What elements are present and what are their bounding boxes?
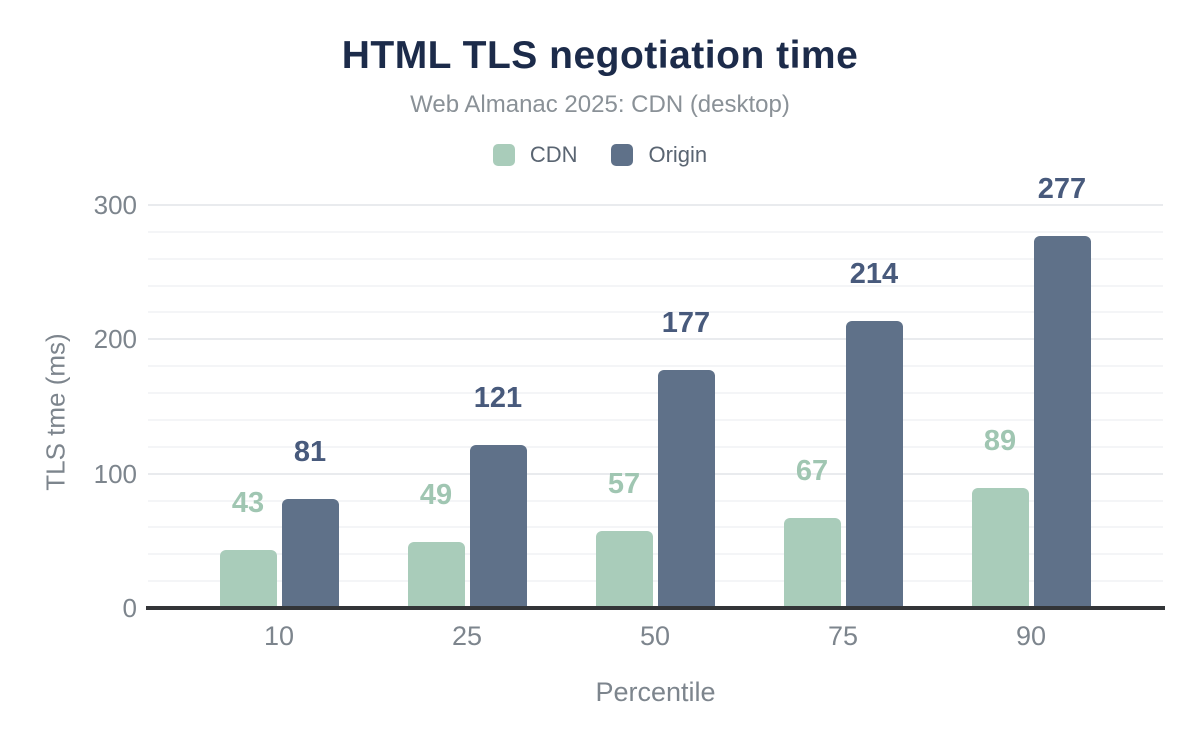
bar-value-cdn-p90: 89 (983, 425, 1017, 458)
bar-value-cdn-p75: 67 (795, 455, 829, 487)
bar-value-origin-p25: 121 (473, 382, 523, 415)
bar-origin-p50 (657, 370, 715, 608)
x-axis-line (146, 606, 1165, 610)
bar-cdn-p75 (783, 518, 841, 608)
gridline-20 (148, 580, 1163, 583)
bar-value-origin-p90: 277 (1037, 172, 1087, 205)
bar-origin-p10 (281, 499, 339, 608)
gridline-300 (148, 204, 1163, 206)
gridline-60 (148, 526, 1163, 529)
gridline-240 (148, 284, 1163, 287)
gridline-160 (148, 392, 1163, 395)
gridline-260 (148, 257, 1163, 260)
y-tick-label-0: 0 (122, 593, 137, 623)
chart-title: HTML TLS negotiation time (341, 34, 859, 77)
x-tick-label-90: 90 (1015, 621, 1047, 651)
gridline-120 (148, 445, 1163, 448)
plot-area: 0 100 200 300 43 81 10 49 121 25 57 177 50 67 214 75 89 2… (94, 160, 1165, 651)
gridline-80 (148, 499, 1163, 502)
legend-swatch-cdn (492, 144, 515, 166)
x-tick-label-25: 25 (451, 621, 483, 651)
gridline-40 (148, 553, 1163, 556)
legend-label-origin: Origin (648, 142, 708, 167)
chart-subtitle: Web Almanac 2025: CDN (desktop) (410, 91, 790, 118)
legend-item-origin: Origin (611, 142, 707, 168)
x-tick-label-10: 10 (263, 621, 295, 651)
x-tick-label-50: 50 (639, 621, 671, 651)
bar-value-origin-p75: 214 (849, 257, 899, 290)
y-tick-label-200: 200 (93, 324, 137, 355)
legend-swatch-origin (611, 144, 634, 166)
bar-cdn-p50 (595, 531, 653, 608)
y-tick-label-100: 100 (93, 458, 137, 489)
bar-cdn-p90 (971, 488, 1029, 608)
gridline-140 (148, 418, 1163, 421)
y-tick-label-300: 300 (93, 190, 137, 220)
bar-value-origin-p10: 81 (293, 436, 327, 469)
bar-origin-p90 (1033, 235, 1091, 608)
gridline-280 (148, 230, 1163, 233)
gridline-220 (148, 311, 1163, 314)
legend-label-cdn: CDN (529, 142, 578, 167)
gridline-200 (148, 338, 1163, 341)
bar-value-cdn-p50: 57 (607, 468, 641, 501)
gridline-180 (148, 365, 1163, 368)
bar-value-cdn-p10: 43 (231, 487, 265, 520)
bar-value-origin-p50: 177 (661, 307, 711, 340)
gridline-100 (148, 472, 1163, 475)
bar-origin-p25 (469, 445, 527, 608)
legend: CDN Origin (0, 142, 1200, 168)
x-tick-label-75: 75 (827, 621, 859, 651)
bar-value-cdn-p25: 49 (419, 479, 453, 512)
bar-origin-p75 (845, 320, 903, 608)
bar-cdn-p25 (407, 542, 465, 608)
legend-item-cdn: CDN (492, 142, 578, 168)
x-axis-title: Percentile (595, 677, 716, 707)
bar-cdn-p10 (219, 550, 277, 608)
